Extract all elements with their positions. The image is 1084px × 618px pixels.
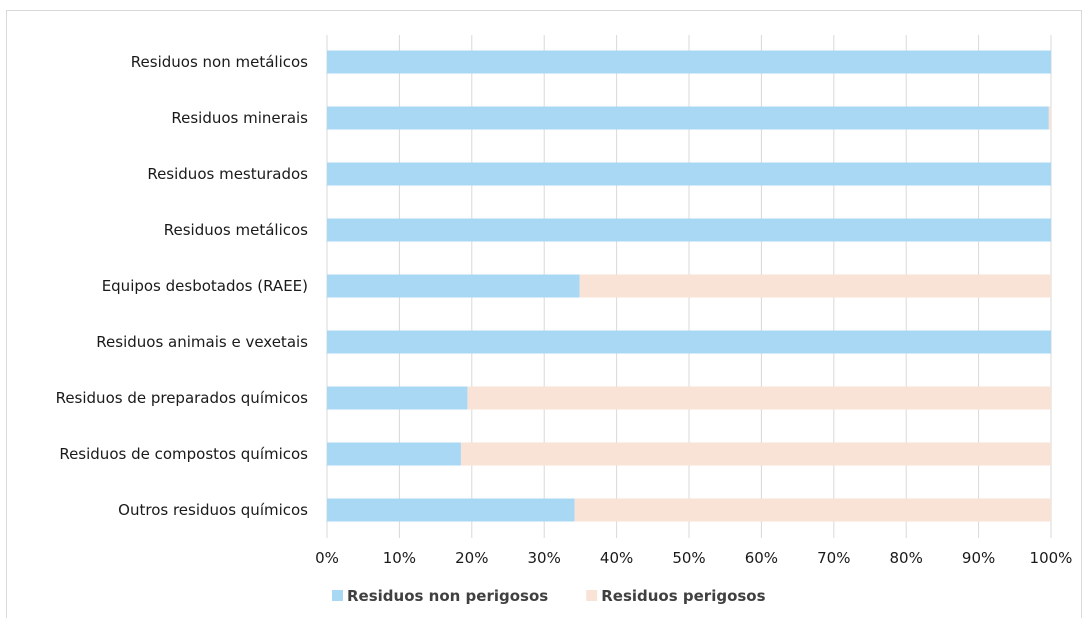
category-label: Residuos non metálicos <box>131 53 308 71</box>
x-tick-label: 90% <box>962 549 995 567</box>
bar-segment <box>327 274 580 298</box>
x-tick-label: 20% <box>455 549 488 567</box>
category-label: Residuos metálicos <box>164 221 308 239</box>
bar-segment <box>327 50 1051 74</box>
category-label: Outros residuos químicos <box>118 501 308 519</box>
x-tick-label: 40% <box>600 549 633 567</box>
x-tick-label: 10% <box>383 549 416 567</box>
x-tick-label: 80% <box>890 549 923 567</box>
legend-swatch <box>332 590 343 601</box>
category-label: Residuos mesturados <box>147 165 308 183</box>
bar-segment <box>327 218 1051 242</box>
legend-swatch <box>586 590 598 601</box>
x-tick-label: 70% <box>817 549 850 567</box>
bar-segment <box>327 498 575 522</box>
legend-label: Residuos non perigosos <box>347 587 548 605</box>
bar-segment <box>327 442 461 466</box>
bars <box>327 50 1051 522</box>
x-tick-labels: 0% 10% 20% 30% 40% 50% 60% 70% 80% 90% 100% <box>315 549 1072 567</box>
category-label: Residuos animais e vexetais <box>96 333 308 351</box>
bar-segment <box>574 498 1051 522</box>
bar-segment <box>327 330 1051 354</box>
bar-segment <box>460 442 1051 466</box>
chart-area <box>6 10 1082 618</box>
bar-segment <box>579 274 1051 298</box>
x-tick-label: 100% <box>1030 549 1073 567</box>
bar-segment <box>327 386 468 410</box>
bar-segment <box>467 386 1051 410</box>
x-tick-label: 60% <box>745 549 778 567</box>
legend-label: Residuos perigosos <box>601 587 765 605</box>
category-label: Residuos de compostos químicos <box>59 445 308 463</box>
bar-segment <box>1048 106 1051 130</box>
legend: Residuos non perigosos Residuos perigosos <box>332 587 766 605</box>
x-tick-label: 0% <box>315 549 339 567</box>
category-label: Equipos desbotados (RAEE) <box>102 277 308 295</box>
bar-segment <box>327 162 1051 186</box>
bar-segment <box>327 106 1049 130</box>
x-tick-label: 30% <box>528 549 561 567</box>
category-labels: Residuos non metálicos Residuos minerais R… <box>56 53 309 519</box>
category-label: Residuos minerais <box>171 109 308 127</box>
x-tick-label: 50% <box>672 549 705 567</box>
category-label: Residuos de preparados químicos <box>56 389 309 407</box>
